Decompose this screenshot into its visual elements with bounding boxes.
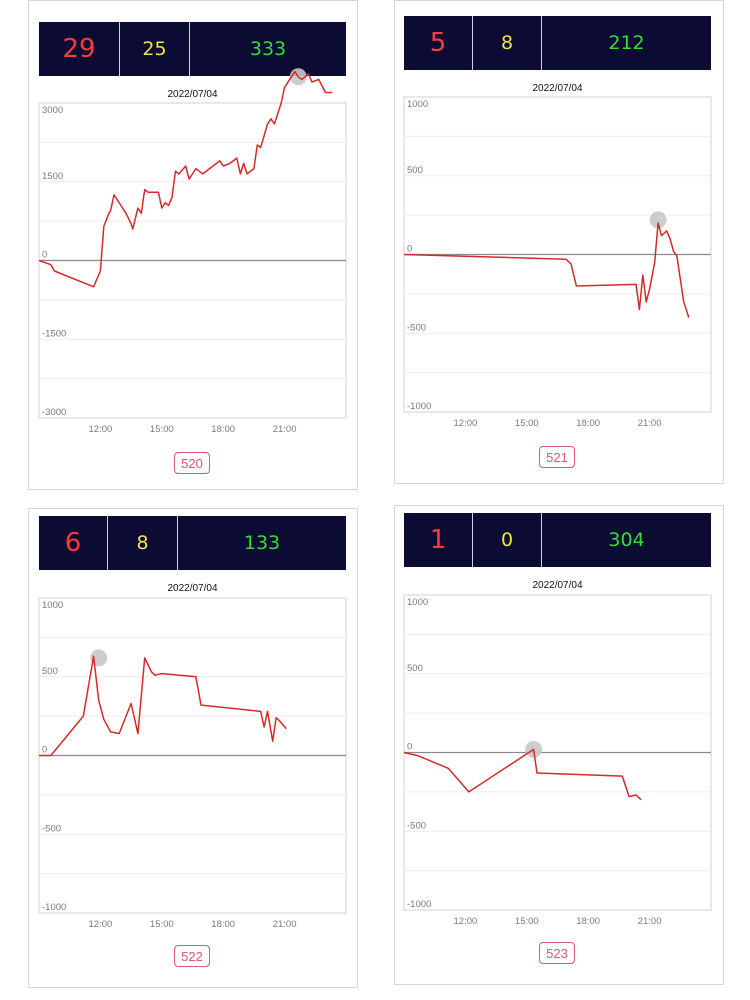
chart-date: 2022/07/04: [532, 580, 583, 591]
series-line: [403, 748, 642, 801]
stat-1: 6: [64, 528, 82, 558]
line-chart: 3000 1500 0 -1500 -3000 12:00 15:00 18:00 21:00: [38, 68, 347, 435]
series-line: [39, 655, 287, 757]
chart-date: 2022/07/04: [167, 89, 218, 100]
x-tick-label: 18:00: [576, 418, 600, 429]
page-badge[interactable]: 522: [174, 945, 210, 967]
chart-date: 2022/07/04: [532, 83, 583, 94]
y-tick-label: 500: [407, 165, 423, 176]
x-tick-label: 15:00: [515, 418, 539, 429]
x-tick-label: 21:00: [638, 418, 662, 429]
y-tick-label: 0: [42, 745, 47, 756]
x-tick-label: 12:00: [454, 418, 478, 429]
stat-1: 5: [429, 28, 447, 58]
stat-3: 333: [189, 22, 346, 76]
y-tick-label: -1000: [407, 401, 431, 412]
series-line: [38, 70, 333, 288]
stats-header: 1 0 304: [404, 513, 711, 567]
stat-3: 133: [177, 516, 346, 570]
stats-header: 6 8 133: [39, 516, 346, 570]
stats-header: 29 25 333: [39, 22, 346, 76]
y-tick-label: 0: [407, 742, 412, 753]
x-tick-label: 21:00: [638, 916, 662, 927]
stat-3: 304: [541, 513, 711, 567]
stat-2: 8: [107, 516, 177, 570]
y-tick-label: 1000: [407, 99, 428, 110]
y-tick-label: -1500: [42, 328, 66, 339]
x-tick-label: 12:00: [89, 919, 113, 930]
y-tick-label: -1000: [42, 902, 66, 913]
y-tick-label: 0: [42, 250, 47, 261]
y-tick-label: -500: [42, 823, 61, 834]
y-tick-label: -500: [407, 322, 426, 333]
x-tick-label: 12:00: [89, 424, 113, 435]
x-tick-label: 15:00: [150, 919, 174, 930]
y-tick-label: -500: [407, 820, 426, 831]
y-tick-label: 1500: [42, 171, 63, 182]
x-tick-label: 21:00: [273, 424, 297, 435]
page-badge[interactable]: 521: [539, 446, 575, 468]
x-tick-label: 15:00: [150, 424, 174, 435]
y-tick-label: -3000: [42, 407, 66, 418]
x-tick-label: 18:00: [576, 916, 600, 927]
y-tick-label: 500: [42, 666, 58, 677]
y-tick-label: 500: [407, 663, 423, 674]
line-chart: 1000 500 0 -500 -1000 12:00 15:00 18:00 21:00: [403, 594, 712, 927]
stat-2: 8: [472, 16, 541, 70]
stat-1: 29: [62, 34, 96, 64]
y-tick-label: 1000: [42, 600, 63, 611]
line-chart: 1000 500 0 -500 -1000 12:00 15:00 18:00 21:00: [403, 96, 712, 429]
stat-2: 25: [119, 22, 189, 76]
y-tick-label: 3000: [42, 105, 63, 116]
line-chart: 1000 500 0 -500 -1000 12:00 15:00 18:00 21:00: [38, 597, 347, 930]
x-tick-label: 18:00: [211, 919, 235, 930]
stat-3: 212: [541, 16, 711, 70]
stat-2: 0: [472, 513, 541, 567]
x-tick-label: 21:00: [273, 919, 297, 930]
x-tick-label: 15:00: [515, 916, 539, 927]
page-badge[interactable]: 523: [539, 942, 575, 964]
stat-1: 1: [429, 525, 447, 555]
stats-header: 5 8 212: [404, 16, 711, 70]
x-tick-label: 12:00: [454, 916, 478, 927]
highlight-point: [649, 211, 667, 229]
x-tick-label: 18:00: [211, 424, 235, 435]
y-tick-label: -1000: [407, 899, 431, 910]
page-badge[interactable]: 520: [174, 452, 210, 474]
chart-date: 2022/07/04: [167, 583, 218, 594]
y-tick-label: 0: [407, 244, 412, 255]
y-tick-label: 1000: [407, 597, 428, 608]
series-line: [403, 222, 690, 318]
